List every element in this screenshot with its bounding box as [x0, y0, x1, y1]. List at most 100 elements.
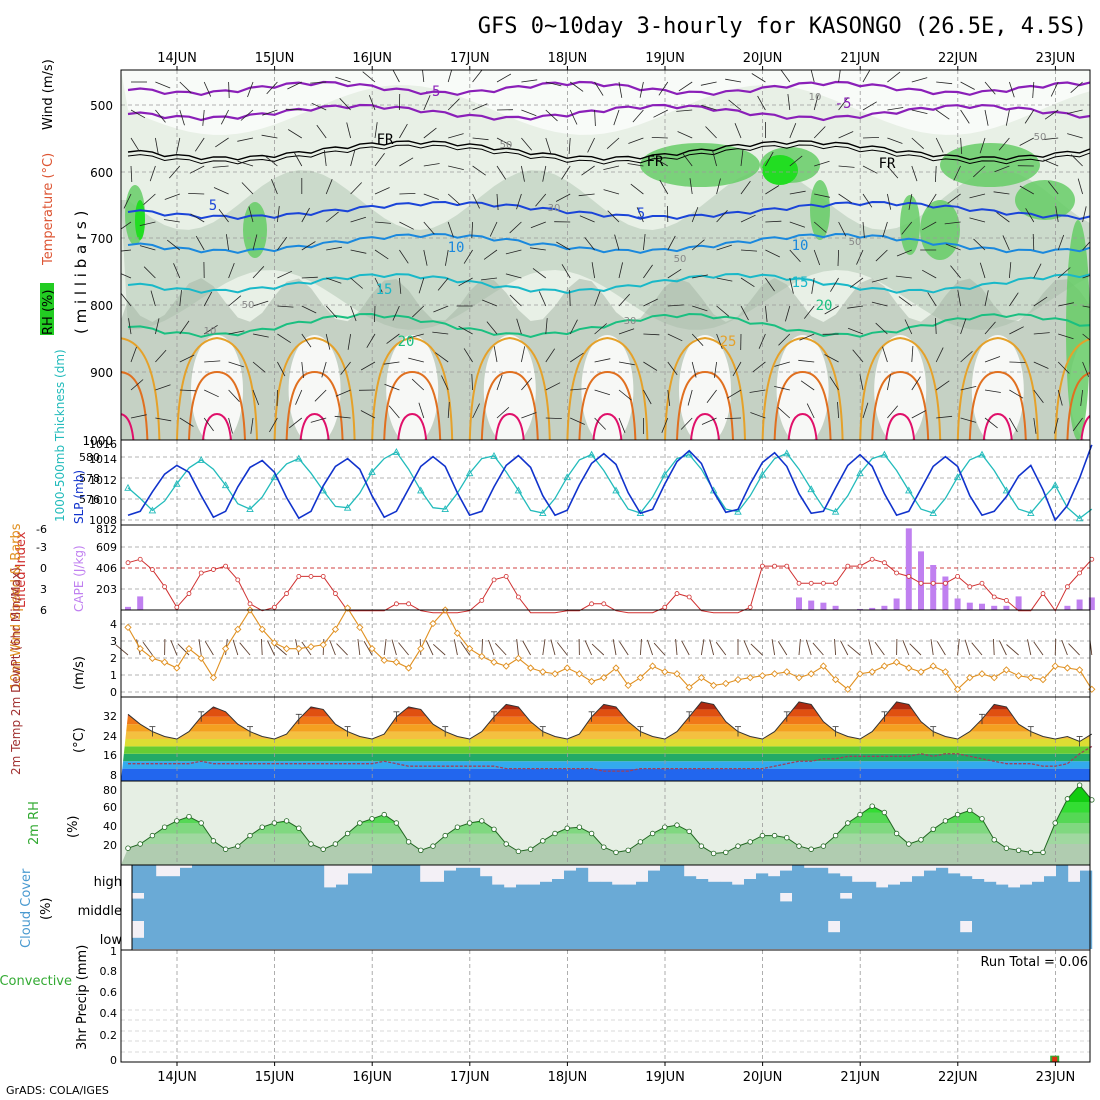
wind10-speed-point: [990, 674, 998, 682]
wind10-speed-point: [258, 625, 266, 633]
rh2m-point: [259, 824, 265, 830]
wind-barb: [882, 221, 888, 238]
wind10-barb: [653, 642, 666, 656]
ylabel-precip: 3hr Precip (mm): [75, 945, 90, 1050]
chart-title: GFS 0~10day 3-hourly for KASONGO (26.5E,…: [478, 14, 1087, 39]
cloud-cell-high: [864, 881, 877, 893]
wind-barb: [463, 348, 473, 363]
lifted-index-point: [125, 560, 131, 566]
wind-barb: [326, 277, 342, 284]
wind-barb: [155, 417, 172, 422]
wind-barb: [777, 407, 791, 419]
wind-barb: [1019, 185, 1034, 195]
wind-barb: [712, 150, 717, 167]
wind-barb: [143, 266, 156, 279]
rh2m-point: [515, 848, 522, 855]
rh2m-ytick: 20: [103, 839, 117, 852]
wind-barb: [950, 265, 961, 279]
cloud-cell-high: [948, 873, 961, 893]
wind10-speed-point: [978, 670, 986, 678]
cloud-cell-low: [864, 921, 877, 949]
rh-contour-label: 50: [674, 254, 687, 265]
wind10-barb: [992, 638, 995, 656]
wind-barb: [632, 109, 644, 123]
rh2m-point: [784, 835, 790, 841]
wind-barb: [936, 415, 953, 419]
wind-barb: [496, 374, 503, 391]
wind-barb: [287, 81, 302, 90]
wind-barb: [310, 417, 327, 423]
rh-contour-label: 10: [204, 326, 217, 337]
cloud-cell-middle: [180, 893, 193, 921]
lifted-index-point: [198, 570, 204, 576]
wind-barb: [301, 241, 316, 251]
wind-barb: [687, 389, 693, 406]
wind-barb: [838, 221, 847, 237]
wind-barb: [973, 165, 986, 178]
wind-barb: [334, 415, 351, 419]
cloud-cell-middle: [660, 893, 673, 921]
wind-barb: [618, 328, 635, 335]
wind-barb: [838, 70, 841, 83]
wind-barb: [374, 187, 390, 195]
thickness-marker: [807, 485, 815, 493]
rh2m-point: [381, 811, 387, 818]
isotherm-label: FR: [377, 132, 394, 148]
dewpoint-line: [128, 745, 1093, 772]
wind-barb: [814, 193, 830, 198]
wind-barb: [960, 318, 967, 335]
wind-barb: [535, 193, 547, 207]
isotherm-35: [299, 412, 330, 440]
wind-barb: [706, 389, 717, 404]
ylabel-precip-legend: Total / Rain Convective: [0, 974, 72, 989]
wind10-barb: [681, 640, 690, 656]
wind-barb: [325, 179, 333, 195]
cape-bar: [942, 576, 949, 611]
wind10-barb: [909, 643, 922, 656]
isotherm-35: [202, 412, 232, 440]
rh2m-point: [832, 832, 839, 839]
cloud-cell-low: [672, 921, 685, 949]
lifted-index-point: [918, 580, 924, 586]
wind-barb: [285, 108, 302, 111]
wind-barb: [751, 73, 766, 83]
wind10-speed-point: [624, 681, 632, 690]
cape-bar: [966, 602, 973, 610]
wind-barb: [530, 221, 546, 229]
wind-barb: [130, 414, 147, 419]
wind10-speed-point: [234, 625, 242, 633]
thickness-marker: [1075, 514, 1084, 522]
thickness-marker: [514, 486, 523, 494]
cloud-cell-middle: [720, 893, 733, 921]
wind10-barb: [494, 642, 507, 656]
wind-barb: [594, 358, 611, 363]
cloud-cell-middle: [204, 893, 217, 921]
cloud-cell-high: [372, 865, 385, 893]
wind-barb: [301, 361, 304, 378]
isotherm-label: 5: [637, 206, 645, 222]
rh2m-point: [283, 818, 290, 824]
wind-barb: [130, 379, 144, 391]
wind-barb: [813, 221, 827, 233]
wind-barb: [984, 321, 996, 335]
cloud-cell-middle: [324, 893, 337, 921]
cloud-cell-high: [912, 876, 925, 893]
wind-barb: [301, 276, 318, 279]
cloud-cell-high: [504, 887, 517, 893]
date-label-top: 17JUN: [450, 51, 490, 66]
wind-barb: [716, 305, 730, 317]
wind-barb: [173, 263, 181, 279]
wind-barb: [521, 137, 533, 151]
cloud-cell-high: [720, 881, 733, 893]
rh-green-cell: [1015, 180, 1075, 220]
isotherm-30: [676, 370, 734, 440]
cloud-cell-low: [624, 921, 637, 949]
cloud-cell-low: [384, 921, 397, 949]
rh2m-point: [271, 820, 278, 826]
cloud-cell-low: [504, 921, 517, 949]
thickness-marker: [905, 486, 913, 494]
wind-barb: [1082, 361, 1089, 377]
cloud-cell-high: [756, 873, 769, 893]
wind10-barb: [1061, 639, 1068, 656]
isotherm-25: [176, 336, 258, 440]
